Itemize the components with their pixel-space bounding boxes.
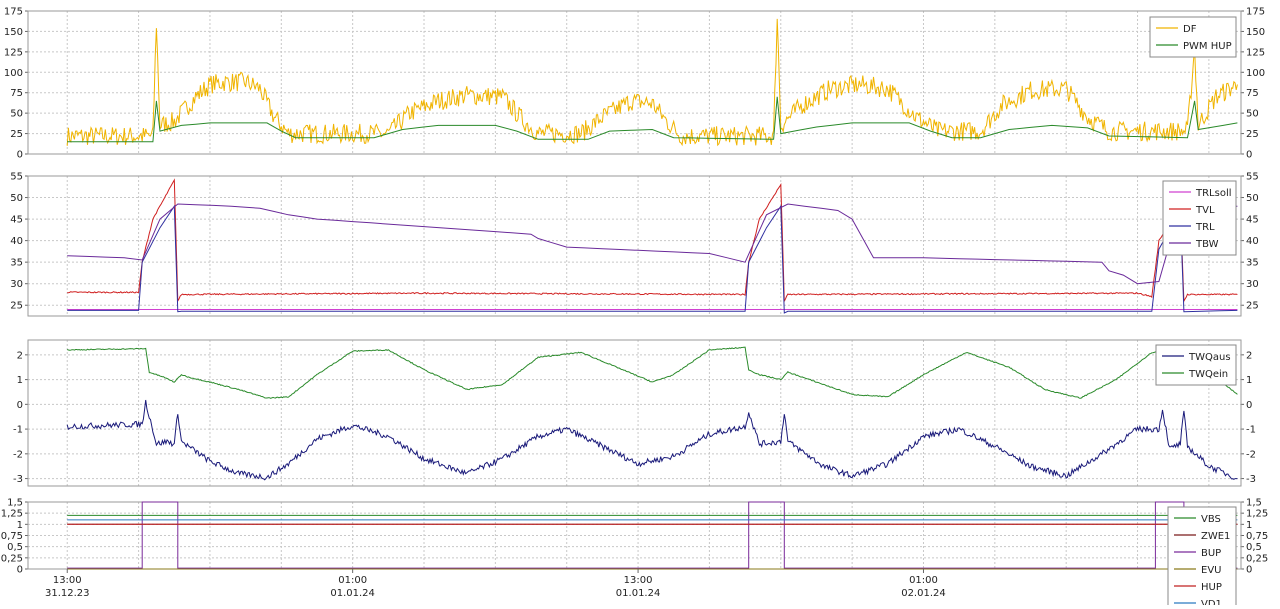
panel4-group: VBS ZWE1 BUP EVU HUP VD1 — [25, 501, 1244, 609]
panel2-legend-label: TRLsoll — [1195, 188, 1232, 199]
panel2-series-trl — [67, 204, 1238, 314]
panel3-legend-label: TWQaus — [1188, 352, 1231, 363]
x-tick-label-time: 13:00 — [624, 575, 653, 586]
panel3-legend-label: TWQein — [1188, 369, 1228, 380]
panel1-series-df — [66, 18, 1238, 147]
panel2-legend-label: TVL — [1195, 205, 1215, 216]
panel4-ytick-label-left: 1,5 — [7, 498, 23, 509]
x-tick-label-date: 31.12.23 — [45, 588, 90, 599]
panel4-ytick-label-right: 0 — [1246, 565, 1252, 576]
x-tick-label-time: 13:00 — [53, 575, 82, 586]
panel3-legend-box — [1155, 344, 1237, 386]
panel1-ytick-label-left: 100 — [4, 68, 23, 79]
panel4-legend-label: ZWE1 — [1201, 531, 1230, 542]
panel3-ytick-label-right: -1 — [1246, 425, 1256, 436]
panel3-ytick-label-left: 0 — [17, 400, 23, 411]
panel2-ytick-label-right: 45 — [1246, 215, 1259, 226]
panel1-legend-box — [1149, 16, 1237, 58]
panel4-ytick-label-left: 0,75 — [1, 531, 23, 542]
panel3-series-twqaus — [66, 399, 1238, 481]
panel2-ytick-label-right: 50 — [1246, 193, 1259, 204]
panel4-ytick-label-left: 0,5 — [7, 542, 23, 553]
panel2-ytick-label-right: 30 — [1246, 279, 1259, 290]
panel3-ytick-label-right: -3 — [1246, 474, 1256, 485]
panel1-group: DF PWM HUP — [25, 10, 1244, 155]
panel3-ytick-label-right: 1 — [1246, 375, 1252, 386]
panel2-ytick-label-left: 35 — [10, 258, 23, 269]
panel2-ytick-label-left: 55 — [10, 172, 23, 183]
panel4-legend-label: VBS — [1201, 514, 1221, 525]
panel1-ytick-label-right: 150 — [1246, 27, 1265, 38]
panel2-series-tvl — [67, 178, 1238, 303]
panel3-group: TWQaus TWQein — [25, 339, 1244, 487]
panel4-ytick-label-right: 1,25 — [1246, 509, 1268, 520]
panel4-legend-label: HUP — [1201, 582, 1222, 593]
panel1-ytick-label-right: 125 — [1246, 47, 1265, 58]
panel3-series-twqein — [67, 346, 1238, 399]
panel4-ytick-label-left: 0,25 — [1, 553, 23, 564]
panel4-ytick-label-right: 0,25 — [1246, 553, 1268, 564]
panel3-ytick-label-right: -2 — [1246, 449, 1256, 460]
panel1-ytick-label-left: 25 — [10, 129, 23, 140]
x-tick-label-date: 02.01.24 — [901, 588, 946, 599]
panel4-legend-label: EVU — [1201, 565, 1221, 576]
x-tick-label-time: 01:00 — [338, 575, 367, 586]
panel2-ytick-label-right: 40 — [1246, 236, 1259, 247]
panel4-series-bup — [67, 501, 1238, 569]
panel1-ytick-label-left: 175 — [4, 7, 23, 18]
panel1-ytick-label-right: 0 — [1246, 150, 1252, 161]
x-tick-label-date: 01.01.24 — [330, 588, 375, 599]
panel2-ytick-label-left: 50 — [10, 193, 23, 204]
panel3-ytick-label-left: 1 — [17, 375, 23, 386]
x-tick-label-date: 01.01.24 — [616, 588, 661, 599]
panel2-frame — [27, 175, 1242, 317]
panel1-ytick-label-right: 100 — [1246, 68, 1265, 79]
panel4-ytick-label-left: 1 — [17, 520, 23, 531]
panel2-ytick-label-right: 25 — [1246, 301, 1259, 312]
panel3-ytick-label-right: 0 — [1246, 400, 1252, 411]
panel2-ytick-label-left: 30 — [10, 279, 23, 290]
panel1-ytick-label-left: 50 — [10, 109, 23, 120]
panel4-ytick-label-right: 1 — [1246, 520, 1252, 531]
panel1-legend-label: PWM HUP — [1183, 41, 1232, 52]
panel2-ytick-label-left: 45 — [10, 215, 23, 226]
panel1-ytick-label-left: 150 — [4, 27, 23, 38]
x-tick-label-time: 01:00 — [909, 575, 938, 586]
panel2-ytick-label-left: 25 — [10, 301, 23, 312]
panel2-ytick-label-left: 40 — [10, 236, 23, 247]
panel3-ytick-label-left: -1 — [13, 425, 23, 436]
panel3-frame — [27, 339, 1242, 487]
panel3-ytick-label-right: 2 — [1246, 350, 1252, 361]
panel1-ytick-label-right: 175 — [1246, 7, 1265, 18]
panel4-ytick-label-left: 0 — [17, 565, 23, 576]
panel4-legend-label: BUP — [1201, 548, 1221, 559]
panel3-ytick-label-left: 2 — [17, 350, 23, 361]
panel1-ytick-label-left: 75 — [10, 88, 23, 99]
panel4-ytick-label-right: 0,75 — [1246, 531, 1268, 542]
panel4-ytick-label-left: 1,25 — [1, 509, 23, 520]
panel4-ytick-label-right: 0,5 — [1246, 542, 1262, 553]
panel2-legend-label: TRL — [1195, 222, 1215, 233]
panel2-legend-label: TBW — [1195, 239, 1219, 250]
panel2-ytick-label-right: 35 — [1246, 258, 1259, 269]
panel4-ytick-label-right: 1,5 — [1246, 498, 1262, 509]
panel1-ytick-label-right: 25 — [1246, 129, 1259, 140]
panel1-ytick-label-left: 0 — [17, 150, 23, 161]
panel1-frame — [27, 10, 1242, 155]
panel1-series-pwm-hup — [67, 96, 1238, 143]
panel2-ytick-label-right: 55 — [1246, 172, 1259, 183]
panel1-legend-label: DF — [1183, 24, 1197, 35]
panel2-group: TRLsoll TVL TRL TBW — [25, 175, 1244, 317]
panel3-ytick-label-left: -3 — [13, 474, 23, 485]
panel1-ytick-label-right: 75 — [1246, 88, 1259, 99]
panel1-ytick-label-left: 125 — [4, 47, 23, 58]
panel3-ytick-label-left: -2 — [13, 449, 23, 460]
panel4-legend-box — [1167, 506, 1237, 609]
panel4-legend-label: VD1 — [1201, 599, 1222, 605]
panel1-ytick-label-right: 50 — [1246, 109, 1259, 120]
panel2-series-tbw — [67, 203, 1238, 285]
